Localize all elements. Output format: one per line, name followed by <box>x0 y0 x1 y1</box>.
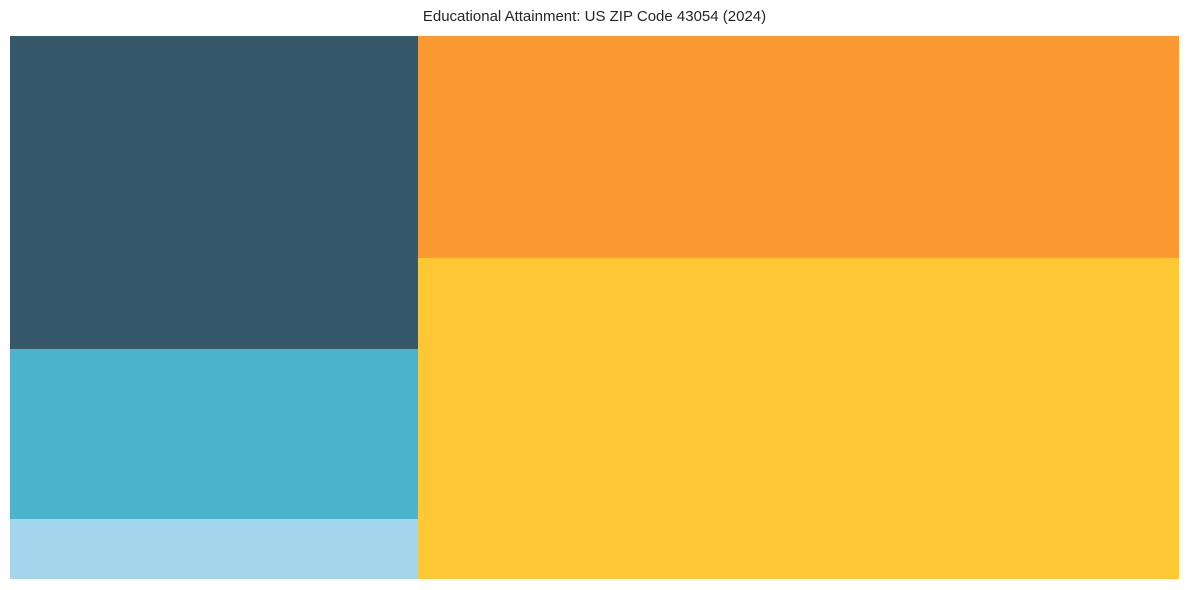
treemap-tile-bachelors-degree[interactable]: Bachelor's degree <box>417 258 1179 579</box>
chart-title: Educational Attainment: US ZIP Code 4305… <box>422 8 767 25</box>
treemap-column-right: Graduate or professional degree Bachelor… <box>417 36 1179 579</box>
treemap-tile-some-college[interactable]: Some college or associate's degree <box>10 36 418 349</box>
treemap-column-left: Some college or associate's degree High … <box>10 36 418 579</box>
treemap-tile-less-than-high-school[interactable]: Less than high school <box>10 518 418 579</box>
treemap-tile-high-school-graduate[interactable]: High school graduate <box>10 348 418 519</box>
treemap-tile-graduate-professional-degree[interactable]: Graduate or professional degree <box>417 36 1179 259</box>
treemap-plot-area: Some college or associate's degree High … <box>10 36 1179 579</box>
